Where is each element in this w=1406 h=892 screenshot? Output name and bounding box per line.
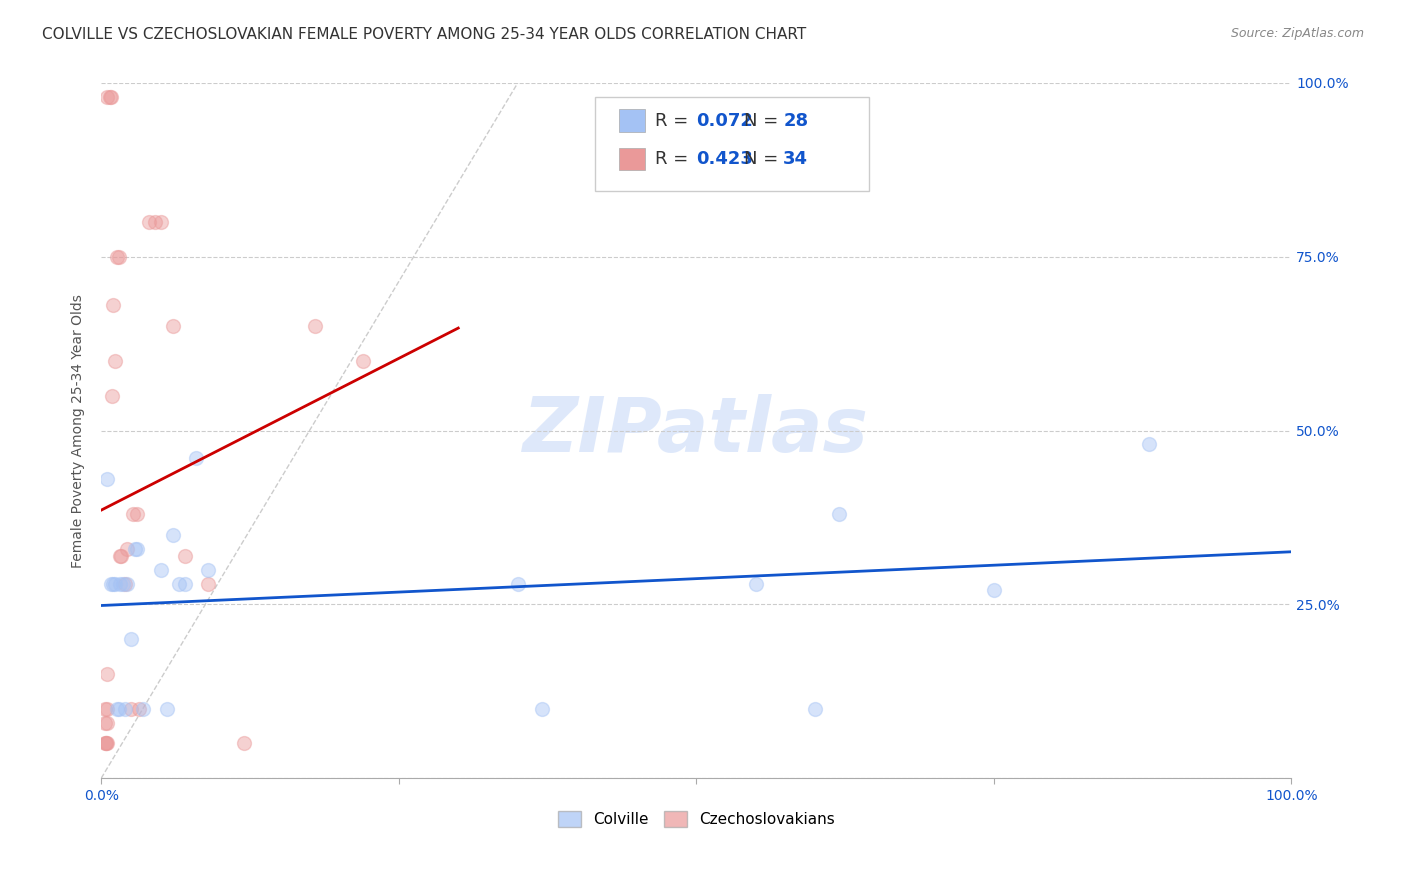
Point	[100, 576, 122, 591]
Text: Source: ZipAtlas.com: Source: ZipAtlas.com	[1230, 27, 1364, 40]
Point	[173, 549, 195, 563]
Point	[983, 583, 1005, 598]
Point	[96, 472, 118, 486]
Point	[114, 576, 136, 591]
Text: ZIPatlas: ZIPatlas	[523, 393, 869, 467]
Point	[530, 702, 553, 716]
Point	[156, 702, 179, 716]
Point	[108, 250, 131, 264]
Point	[101, 389, 124, 403]
Point	[745, 576, 768, 591]
Point	[105, 702, 128, 716]
Point	[149, 563, 172, 577]
Text: R =: R =	[655, 112, 693, 130]
Point	[96, 667, 118, 681]
Point	[138, 215, 160, 229]
Text: 28: 28	[783, 112, 808, 130]
Point	[104, 576, 127, 591]
Point	[96, 715, 118, 730]
Point	[143, 215, 166, 229]
Point	[186, 451, 208, 466]
Point	[117, 541, 139, 556]
Point	[96, 736, 118, 750]
Point	[1137, 437, 1160, 451]
Y-axis label: Female Poverty Among 25-34 Year Olds: Female Poverty Among 25-34 Year Olds	[72, 293, 86, 567]
Point	[117, 576, 139, 591]
Point	[506, 576, 529, 591]
Point	[197, 563, 219, 577]
Point	[114, 702, 136, 716]
Point	[233, 736, 256, 750]
FancyBboxPatch shape	[595, 97, 869, 191]
Point	[96, 90, 118, 104]
Point	[162, 319, 184, 334]
Point	[122, 507, 145, 521]
Point	[167, 576, 190, 591]
Point	[111, 576, 134, 591]
Text: 0.072: 0.072	[696, 112, 754, 130]
Point	[94, 736, 117, 750]
Text: COLVILLE VS CZECHOSLOVAKIAN FEMALE POVERTY AMONG 25-34 YEAR OLDS CORRELATION CHA: COLVILLE VS CZECHOSLOVAKIAN FEMALE POVER…	[42, 27, 807, 42]
Point	[98, 90, 121, 104]
Point	[132, 702, 155, 716]
Point	[101, 298, 124, 312]
Point	[125, 541, 148, 556]
Text: 34: 34	[783, 151, 808, 169]
Point	[108, 702, 131, 716]
Point	[110, 549, 132, 563]
FancyBboxPatch shape	[619, 110, 645, 132]
Text: 0.423: 0.423	[696, 151, 754, 169]
Text: R =: R =	[655, 151, 693, 169]
Point	[124, 541, 146, 556]
Point	[804, 702, 827, 716]
Point	[125, 507, 148, 521]
Text: N =: N =	[744, 151, 785, 169]
Legend: Colville, Czechoslovakians: Colville, Czechoslovakians	[551, 805, 841, 833]
Point	[96, 702, 118, 716]
Point	[110, 576, 132, 591]
Point	[105, 250, 128, 264]
Point	[94, 736, 117, 750]
Point	[94, 736, 117, 750]
Point	[173, 576, 195, 591]
Point	[101, 576, 124, 591]
Point	[100, 90, 122, 104]
Point	[197, 576, 219, 591]
Point	[352, 354, 374, 368]
Point	[94, 702, 117, 716]
Point	[120, 632, 142, 647]
Point	[104, 354, 127, 368]
FancyBboxPatch shape	[619, 147, 645, 169]
Point	[162, 528, 184, 542]
Point	[149, 215, 172, 229]
Point	[120, 702, 142, 716]
Point	[110, 549, 132, 563]
Text: N =: N =	[744, 112, 785, 130]
Point	[128, 702, 150, 716]
Point	[828, 507, 851, 521]
Point	[94, 715, 117, 730]
Point	[304, 319, 326, 334]
